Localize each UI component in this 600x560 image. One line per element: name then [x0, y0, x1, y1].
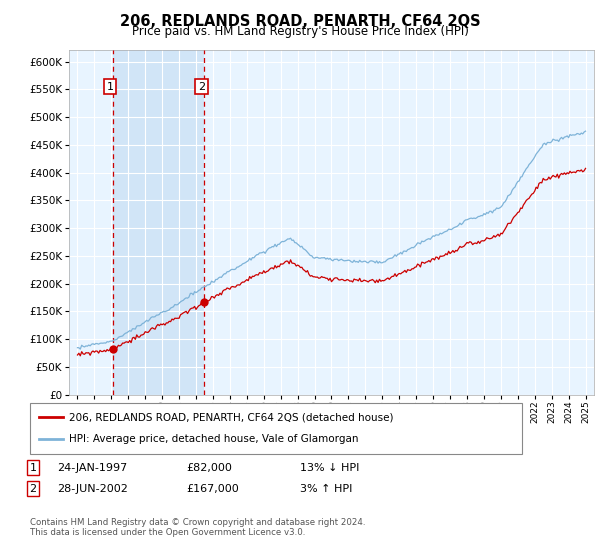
- Text: £82,000: £82,000: [186, 463, 232, 473]
- Text: 24-JAN-1997: 24-JAN-1997: [57, 463, 127, 473]
- Text: Price paid vs. HM Land Registry's House Price Index (HPI): Price paid vs. HM Land Registry's House …: [131, 25, 469, 38]
- Text: Contains HM Land Registry data © Crown copyright and database right 2024.
This d: Contains HM Land Registry data © Crown c…: [30, 518, 365, 538]
- Text: £167,000: £167,000: [186, 484, 239, 494]
- Text: 206, REDLANDS ROAD, PENARTH, CF64 2QS: 206, REDLANDS ROAD, PENARTH, CF64 2QS: [119, 14, 481, 29]
- Text: 3% ↑ HPI: 3% ↑ HPI: [300, 484, 352, 494]
- Text: 206, REDLANDS ROAD, PENARTH, CF64 2QS (detached house): 206, REDLANDS ROAD, PENARTH, CF64 2QS (d…: [69, 412, 394, 422]
- Text: 28-JUN-2002: 28-JUN-2002: [57, 484, 128, 494]
- Text: HPI: Average price, detached house, Vale of Glamorgan: HPI: Average price, detached house, Vale…: [69, 435, 359, 445]
- Text: 1: 1: [106, 82, 113, 92]
- Text: 1: 1: [29, 463, 37, 473]
- Text: 2: 2: [198, 82, 205, 92]
- Text: 2: 2: [29, 484, 37, 494]
- Text: 13% ↓ HPI: 13% ↓ HPI: [300, 463, 359, 473]
- Bar: [113, 50, 205, 395]
